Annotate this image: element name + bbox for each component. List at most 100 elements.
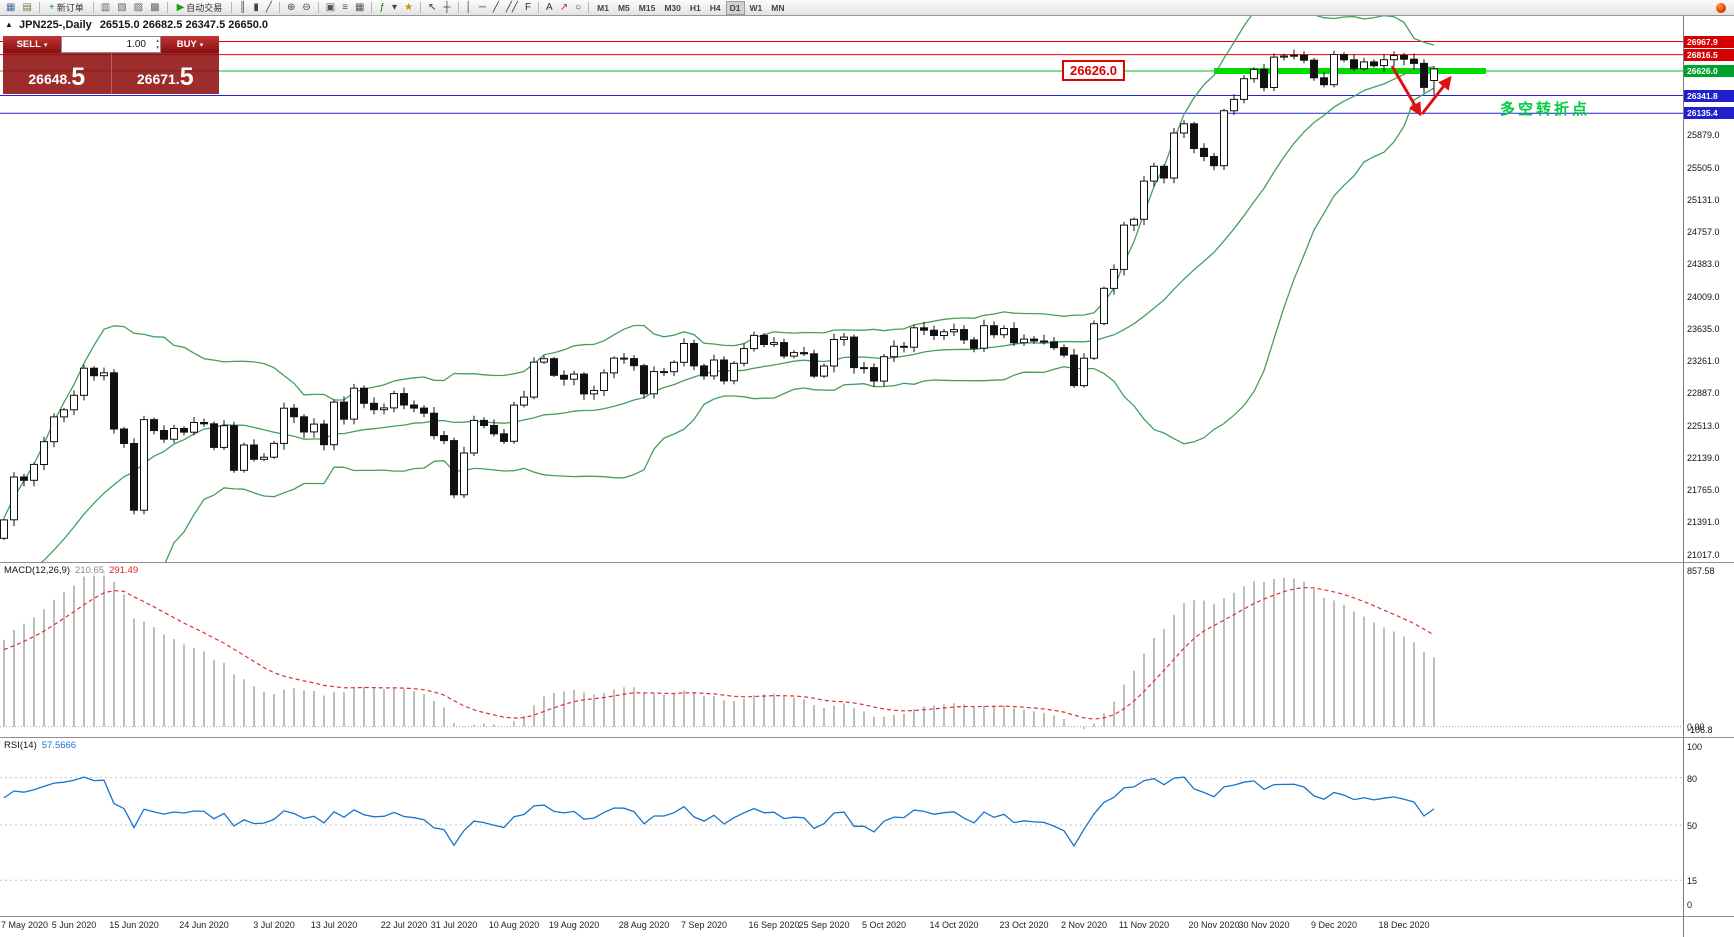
bar-chart-icon[interactable]: ║ [236,0,249,15]
zoom-out-icon[interactable]: ⊖ [299,0,313,15]
candle-body [1130,218,1138,226]
rsi-pane[interactable] [0,738,1683,916]
fibonacci-icon[interactable]: F [522,0,534,15]
arrows-tool-icon[interactable]: ↗ [557,0,571,15]
indicators-icon[interactable]: ƒ [376,0,388,15]
candle-body [560,374,568,380]
zoom-in-icon[interactable]: ⊕ [284,0,298,15]
tile-windows-icon[interactable]: ▣ [323,0,338,15]
grid-icon[interactable]: ▦ [352,0,367,15]
reversal-arrow[interactable] [1420,75,1452,115]
main-chart-pane[interactable] [0,16,1683,562]
sell-price: 26648. [28,71,72,87]
auto-arrange-icon[interactable]: ≡ [339,0,351,15]
crosshair-icon[interactable]: ┼ [440,0,453,15]
candle-body [490,425,498,435]
sell-dropdown-icon[interactable]: ▾ [43,41,48,49]
timeframe-m5[interactable]: M5 [617,2,630,13]
timeframe-mn[interactable]: MN [771,2,785,13]
profiles-icon[interactable]: ▤ [19,0,34,15]
sell-button[interactable]: SELL ▾ [3,36,61,53]
periods-dropdown-icon[interactable]: ▾ [389,0,400,15]
date-label: 23 Oct 2020 [999,920,1049,930]
templates-icon-glyph: ★ [404,1,414,13]
volume-up-icon[interactable]: ▴ [156,38,159,44]
toolbar-separator [166,2,168,13]
ohlc-values: 26515.0 26682.5 26347.5 26650.0 [99,19,269,31]
candle-body [950,329,958,333]
candle-body [540,358,548,363]
pane-separator[interactable] [0,737,1734,738]
buy-price-button[interactable]: 26671. 5 [112,53,220,94]
support-highlight-line[interactable] [1214,68,1486,74]
candle-body [150,419,158,432]
volume-input[interactable]: 1.00 ▴ ▾ [61,36,161,53]
line-chart-icon[interactable]: ╱ [263,0,275,15]
candle-body [810,353,818,377]
candle-body [1260,68,1268,89]
horizontal-line-icon[interactable]: ─ [476,0,489,15]
candlestick-icon[interactable]: ▮ [250,0,262,15]
candle-body [500,433,508,442]
pane-separator[interactable] [0,562,1734,563]
bollinger-lower-band[interactable] [4,87,1435,562]
macd-pane[interactable] [0,563,1683,737]
oneclick-collapse-icon[interactable]: ▲ [5,20,13,29]
bollinger-upper-band[interactable] [3,16,1435,519]
new-chart-icon[interactable]: ▦ [3,0,18,15]
level-price-label[interactable]: 26626.0 [1062,60,1125,81]
candle-body [1210,156,1218,167]
sell-price-button[interactable]: 26648. 5 [3,53,112,94]
rsi-axis-label: 50 [1687,821,1698,831]
candle-body [1060,347,1068,356]
candle-body [1180,123,1188,134]
volume-down-icon[interactable]: ▾ [156,44,159,51]
buy-button[interactable]: BUY ▾ [161,36,219,53]
cursor-icon[interactable]: ↖ [425,0,439,15]
data-window-icon[interactable]: ▧ [114,0,129,15]
price-axis-label: 22513.0 [1687,421,1720,431]
bollinger-middle-band[interactable] [4,65,1435,562]
time-axis[interactable]: 7 May 2020 5 Jun 2020 15 Jun 2020 24 Jun 20… [0,917,1683,937]
timeframe-w1[interactable]: W1 [749,2,763,13]
templates-icon[interactable]: ★ [401,0,416,15]
channel-icon[interactable]: ╱╱ [503,0,521,15]
alert-icon[interactable] [1716,2,1726,13]
reversal-arrow[interactable] [1390,65,1422,117]
candle-body [670,361,678,373]
vertical-line-icon[interactable]: │ [463,0,475,15]
text-icon[interactable]: A [543,0,556,15]
autotrading-button[interactable]: ▶ 自动交易 [172,0,228,15]
shapes-icon-glyph: ○ [575,1,582,13]
candle-body [1400,55,1408,60]
macd-signal-line[interactable] [3,586,1435,720]
crosshair-icon-glyph: ┼ [443,1,451,13]
date-label: 2 Nov 2020 [1060,920,1108,930]
rsi-axis-label: 15 [1687,876,1698,886]
timeframe-m30[interactable]: M30 [664,2,681,13]
rsi-line[interactable] [3,776,1435,848]
new-order-button[interactable]: + 新订单 [44,0,89,15]
buy-dropdown-icon[interactable]: ▾ [199,41,204,49]
candle-body [300,416,308,433]
chinese-annotation[interactable]: 多空转折点 [1500,101,1591,118]
toolbar-separator [588,2,590,13]
candle-body [1370,61,1378,67]
candle-body [250,444,258,460]
candle-body [90,367,98,377]
candle-body [180,428,188,433]
timeframe-m15[interactable]: M15 [638,2,656,13]
navigator-icon[interactable]: ▨ [131,0,146,15]
timeframe-m1[interactable]: M1 [597,2,609,13]
candle-body [10,476,18,521]
price-axis-label: 22887.0 [1687,388,1720,398]
zoom-out-icon-glyph: ⊖ [302,1,311,13]
timeframe-h1[interactable]: H1 [689,2,701,13]
terminal-icon[interactable]: ▩ [147,0,162,15]
shapes-icon[interactable]: ○ [572,0,584,15]
trendline-icon[interactable]: ╱ [490,0,502,15]
price-axis[interactable]: 25879.0 25505.0 25131.0 24757.0 24383.0 24009… [1683,16,1734,937]
timeframe-d1[interactable]: D1 [725,0,745,15]
timeframe-h4[interactable]: H4 [709,2,721,13]
market-watch-icon[interactable]: ▥ [98,0,113,15]
